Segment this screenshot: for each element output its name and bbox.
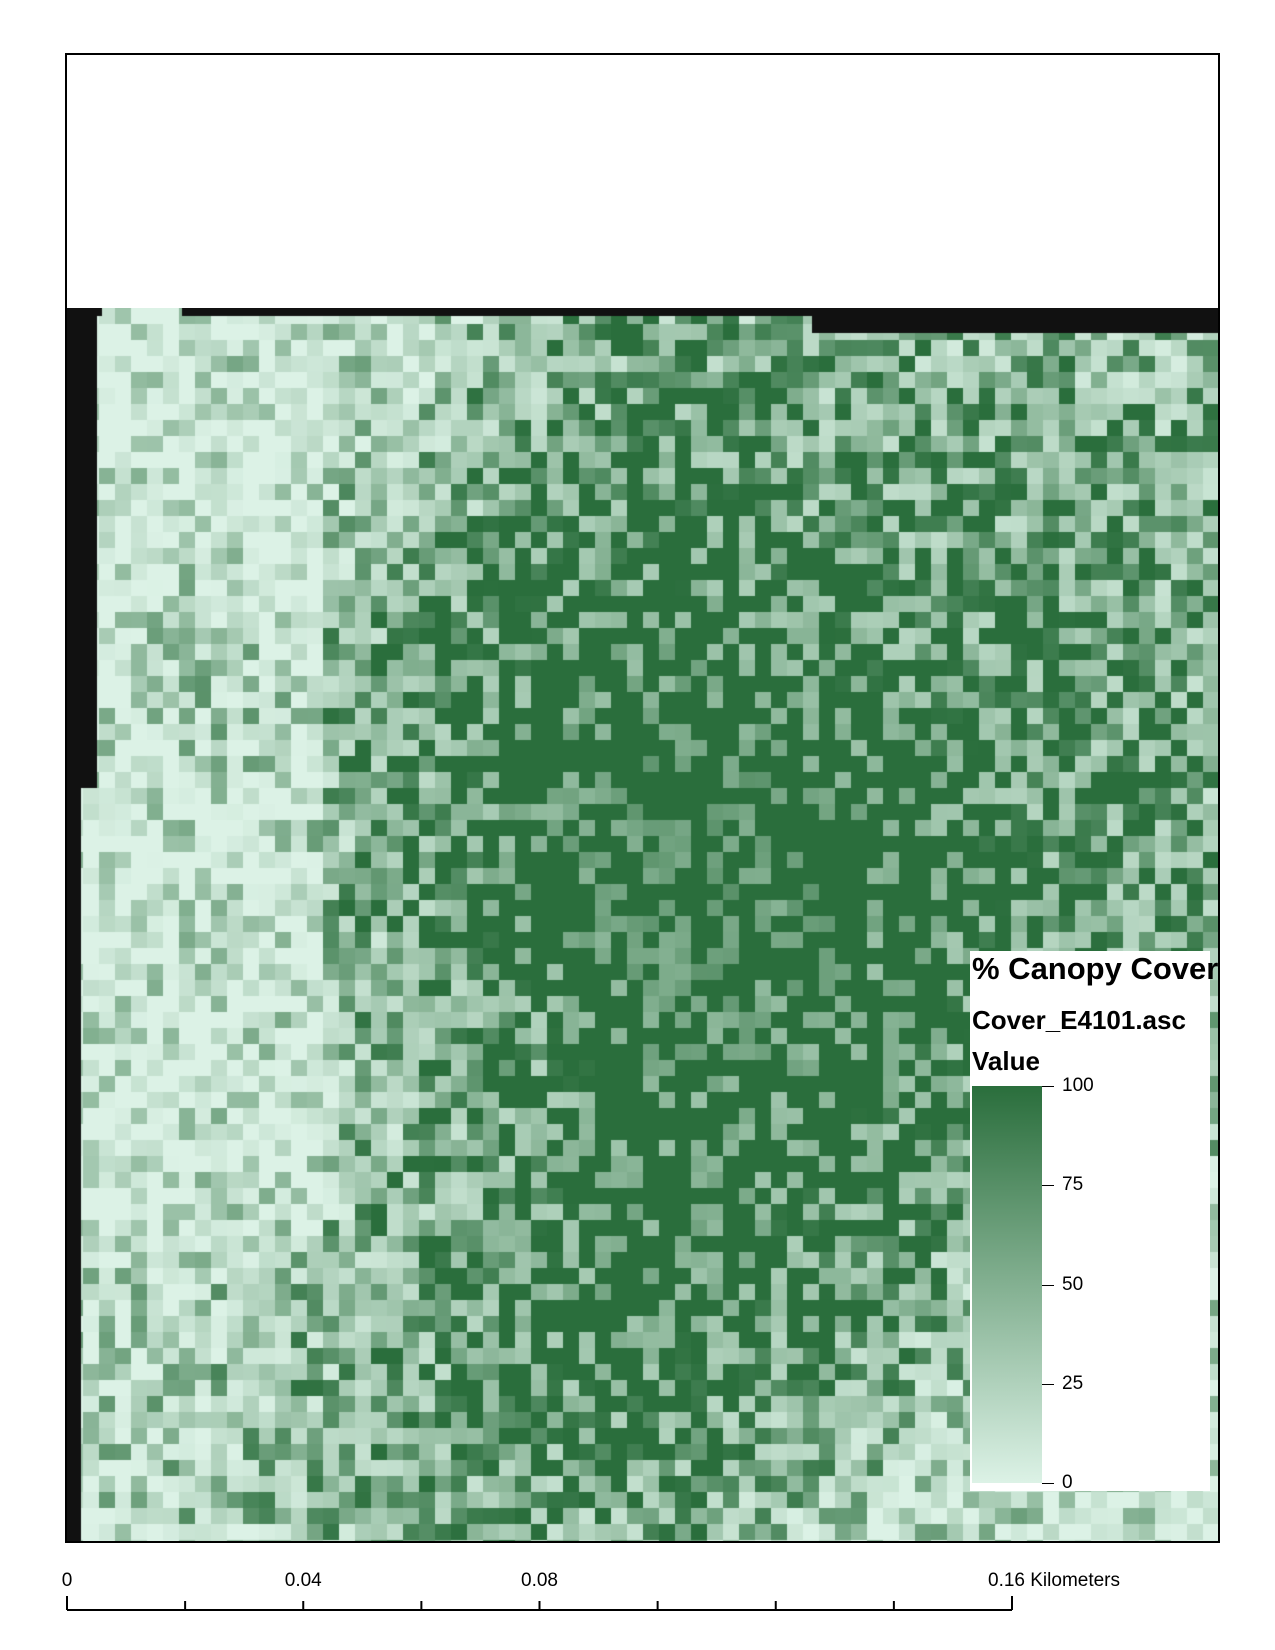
legend-tick-label: 50 xyxy=(1062,1273,1084,1295)
legend-tick-mark xyxy=(1042,1086,1054,1087)
legend-tick-label: 75 xyxy=(1062,1174,1084,1196)
legend-tick-mark xyxy=(1042,1185,1054,1187)
legend-color-ramp xyxy=(972,1086,1042,1483)
legend-title: % Canopy Cover xyxy=(972,951,1219,986)
legend-layer-name: Cover_E4101.asc xyxy=(972,1005,1186,1035)
scale-bar-label: 0.04 xyxy=(284,1570,322,1591)
legend-tick-label: 100 xyxy=(1062,1075,1094,1096)
scale-bar-label: 0.16 Kilometers xyxy=(988,1570,1121,1591)
legend-tick-label: 0 xyxy=(1062,1472,1073,1493)
legend-tick-mark xyxy=(1042,1483,1054,1484)
legend: % Canopy Cover Cover_E4101.asc Value 100… xyxy=(970,951,1218,1493)
scale-bar-label: 0 xyxy=(61,1570,73,1591)
legend-tick-label: 25 xyxy=(1062,1372,1084,1394)
legend-field-name: Value xyxy=(972,1046,1040,1076)
scale-bar-label: 0.08 xyxy=(521,1570,558,1591)
legend-tick-mark xyxy=(1042,1383,1054,1385)
map-frame xyxy=(65,53,1220,1543)
legend-tick-mark xyxy=(1042,1284,1054,1286)
